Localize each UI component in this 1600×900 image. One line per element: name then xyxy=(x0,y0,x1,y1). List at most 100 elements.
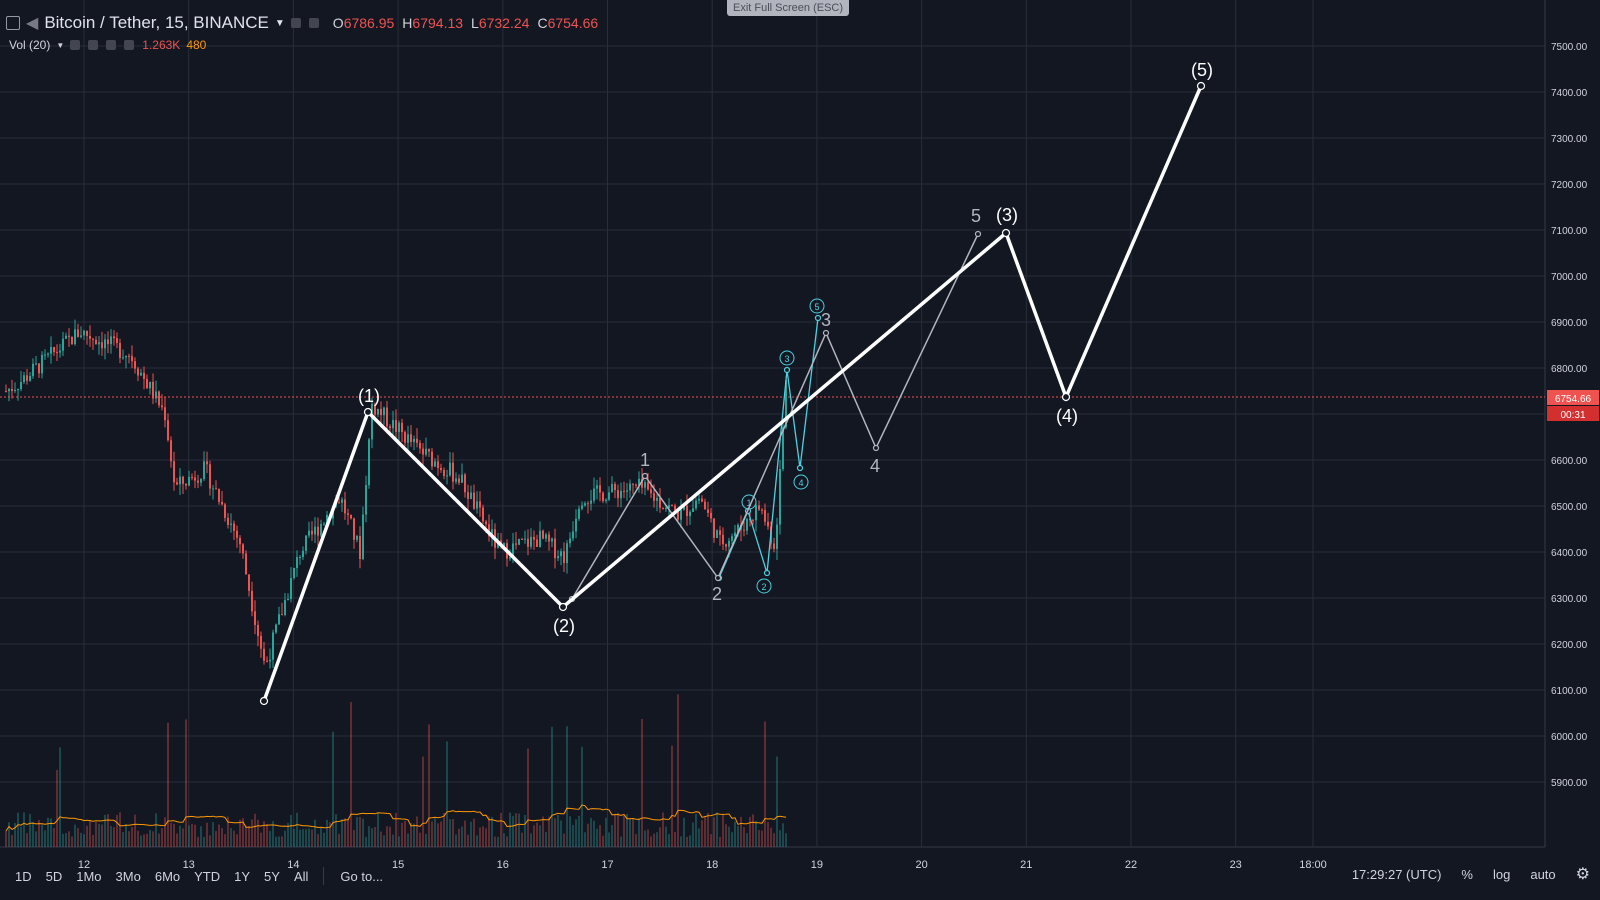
range-5d[interactable]: 5D xyxy=(45,868,63,884)
volume-bar xyxy=(134,814,136,847)
volume-bars xyxy=(5,694,787,847)
range-all[interactable]: All xyxy=(293,868,309,884)
volume-bar xyxy=(440,821,442,847)
volume-bar xyxy=(560,820,562,847)
eye-icon[interactable] xyxy=(70,40,81,50)
log-toggle[interactable]: log xyxy=(1492,866,1511,882)
goto-button[interactable]: Go to... xyxy=(340,868,384,884)
volume-bar xyxy=(680,836,682,847)
candle-body xyxy=(395,420,397,432)
close-icon[interactable] xyxy=(124,40,135,50)
range-3mo[interactable]: 3Mo xyxy=(115,868,141,884)
range-6mo[interactable]: 6Mo xyxy=(154,868,181,884)
candle-body xyxy=(647,482,649,490)
volume-bar xyxy=(683,817,685,847)
exit-fullscreen-button[interactable]: Exit Full Screen (ESC) xyxy=(727,0,849,16)
price-axis[interactable]: 7500.00 7400.00 7300.00 7200.00 7100.00 7000.… xyxy=(1551,42,1588,789)
add-icon[interactable] xyxy=(106,40,117,50)
wave-minor-point[interactable] xyxy=(796,464,804,472)
candle-body xyxy=(356,536,358,540)
wave-primary-line[interactable] xyxy=(262,85,1203,702)
price-tick: 6400.00 xyxy=(1551,548,1588,559)
wave-inter-point[interactable] xyxy=(872,444,880,452)
range-1y[interactable]: 1Y xyxy=(234,868,251,884)
volume-bar xyxy=(536,822,538,847)
volume-bar xyxy=(491,816,493,847)
high-value: 6794.13 xyxy=(412,15,464,31)
low-value: 6732.24 xyxy=(478,15,530,31)
volume-bar xyxy=(332,731,334,847)
wave-primary-point[interactable] xyxy=(259,696,269,706)
time-axis[interactable]: 12 13 14 15 16 17 18 19 20 21 22 23 18:00 xyxy=(78,859,1327,871)
candle-body xyxy=(290,578,292,599)
symbol-title[interactable]: Bitcoin / Tether, 15, BINANCE xyxy=(44,13,269,32)
auto-toggle[interactable]: auto xyxy=(1530,866,1556,882)
gear-icon[interactable]: ⚙ xyxy=(1575,866,1590,883)
wave-inter-point[interactable] xyxy=(714,574,722,582)
wave-primary-point[interactable] xyxy=(1001,228,1011,238)
collapse-icon[interactable] xyxy=(6,16,20,30)
volume-bar xyxy=(530,833,532,847)
chevron-down-icon[interactable]: ▼ xyxy=(56,40,65,50)
candle-body xyxy=(242,544,244,554)
price-tick: 6300.00 xyxy=(1551,594,1588,605)
volume-bar xyxy=(428,724,430,847)
volume-bar xyxy=(119,812,121,847)
volume-bar xyxy=(215,830,217,847)
wave-minor-label-ring xyxy=(809,298,825,314)
wave-inter-line[interactable] xyxy=(571,233,979,600)
wave-minor-point[interactable] xyxy=(814,314,822,322)
candle-body xyxy=(344,499,346,514)
ohlc-values: O6786.95 H6794.13 L6732.24 C6754.66 xyxy=(333,15,598,31)
volume-bar xyxy=(698,828,700,847)
volume-bar xyxy=(83,834,85,847)
utc-clock[interactable]: 17:29:27 (UTC) xyxy=(1351,866,1442,882)
wave-primary-point[interactable] xyxy=(1061,392,1071,402)
volume-value: 1.263K xyxy=(142,38,181,52)
time-tick: 15 xyxy=(392,859,404,871)
volume-bar xyxy=(452,818,454,847)
volume-label[interactable]: Vol (20) xyxy=(9,38,51,52)
candle-body xyxy=(251,590,253,612)
eye-icon[interactable] xyxy=(290,18,301,28)
volume-bar xyxy=(611,825,613,847)
wave-primary-point[interactable] xyxy=(558,602,568,612)
candle-body xyxy=(593,488,595,501)
volume-bar xyxy=(578,815,580,847)
volume-bar xyxy=(203,836,205,847)
volume-bar xyxy=(437,823,439,847)
candle-body xyxy=(566,543,568,564)
wave-inter-point[interactable] xyxy=(974,230,982,238)
volume-bar xyxy=(608,832,610,847)
percent-toggle[interactable]: % xyxy=(1461,866,1473,882)
range-1mo[interactable]: 1Mo xyxy=(76,868,102,884)
wave-primary[interactable]: (1) (2) (3) (4) (5) xyxy=(259,60,1214,706)
candle-body xyxy=(701,498,703,502)
price-tick: 6200.00 xyxy=(1551,640,1588,651)
wave-intermediate[interactable]: 1 2 3 4 5 xyxy=(568,206,982,604)
wave-primary-point[interactable] xyxy=(363,407,373,417)
candle-body xyxy=(266,660,268,662)
candle-body xyxy=(95,339,97,345)
range-1d[interactable]: 1D xyxy=(15,868,32,884)
wave-primary-point[interactable] xyxy=(1196,81,1206,91)
wave-minor-point[interactable] xyxy=(763,569,771,577)
volume-bar xyxy=(539,825,541,847)
range-ytd[interactable]: YTD xyxy=(194,868,221,884)
chevron-down-icon[interactable]: ▼ xyxy=(274,17,285,29)
settings-small-icon[interactable] xyxy=(308,18,319,28)
volume-bar xyxy=(404,820,406,847)
volume-bar xyxy=(68,831,70,847)
range-5y[interactable]: 5Y xyxy=(264,868,280,884)
volume-ma-line xyxy=(5,804,787,832)
wave-inter-point[interactable] xyxy=(822,329,830,337)
volume-bar xyxy=(761,830,763,847)
settings-small-icon[interactable] xyxy=(88,40,99,50)
volume-bar xyxy=(587,823,589,847)
candle-body xyxy=(116,338,118,344)
wave-inter-point[interactable] xyxy=(641,472,649,480)
wave-minor-point[interactable] xyxy=(783,366,791,374)
candle-body xyxy=(20,381,22,390)
volume-bar xyxy=(629,818,631,847)
